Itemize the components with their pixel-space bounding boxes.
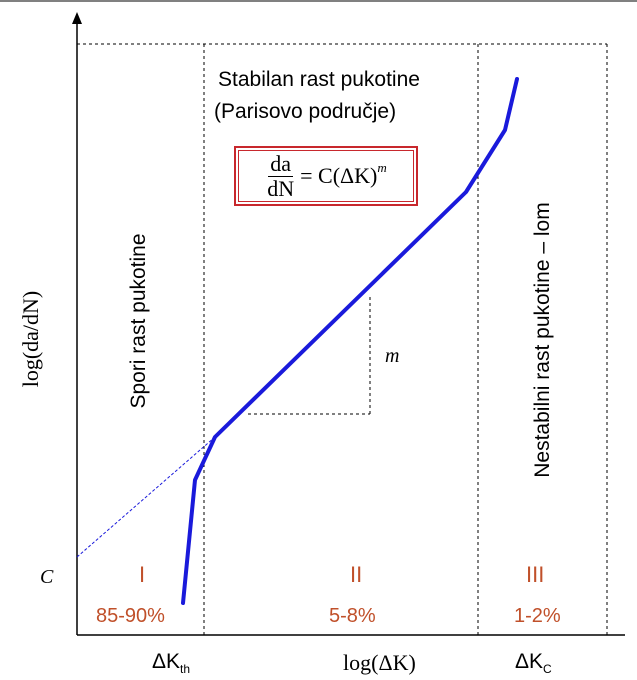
slope-label: m (385, 345, 400, 367)
region-iii-numeral: III (526, 562, 545, 587)
formula-numerator: da (268, 150, 294, 177)
region-ii-title-line1: Stabilan rast pukotine (218, 68, 420, 91)
paris-law-formula-box: da dN = C(ΔK) m (234, 146, 418, 206)
formula-rhs: = C(ΔK) (300, 163, 378, 188)
region-ii-percent: 5-8% (329, 605, 376, 627)
region-ii-numeral: II (350, 562, 363, 587)
region-i-title: Spori rast pukotine (127, 233, 150, 409)
paris-law-formula: da dN = C(ΔK) m (238, 150, 414, 202)
region-ii-title-line2: (Parisovo područje) (214, 100, 397, 123)
region-i-numeral: I (139, 562, 146, 587)
region-i-percent: 85-90% (96, 605, 165, 627)
c-intercept-label: C (40, 566, 54, 588)
crack-growth-curve (181, 77, 519, 605)
y-axis-arrow (72, 12, 82, 24)
delta-k-critical-label: ΔKC (515, 650, 552, 676)
y-axis-label: log(da/dN) (18, 290, 43, 388)
delta-k-threshold-label: ΔKth (152, 650, 190, 676)
formula-denominator: dN (267, 175, 295, 201)
extrapolation-line (76, 436, 216, 558)
region-iii-percent: 1-2% (514, 605, 561, 627)
formula-exponent: m (377, 160, 387, 175)
delta-k-critical-base: ΔK (515, 650, 544, 673)
delta-k-threshold-sub: th (180, 662, 191, 677)
region-iii-title: Nestabilni rast pukotine – lom (531, 202, 554, 478)
x-axis-label: log(ΔK) (343, 650, 416, 675)
formula-fraction: da dN (265, 150, 296, 201)
delta-k-threshold-base: ΔK (152, 650, 181, 673)
delta-k-critical-sub: C (543, 662, 552, 677)
